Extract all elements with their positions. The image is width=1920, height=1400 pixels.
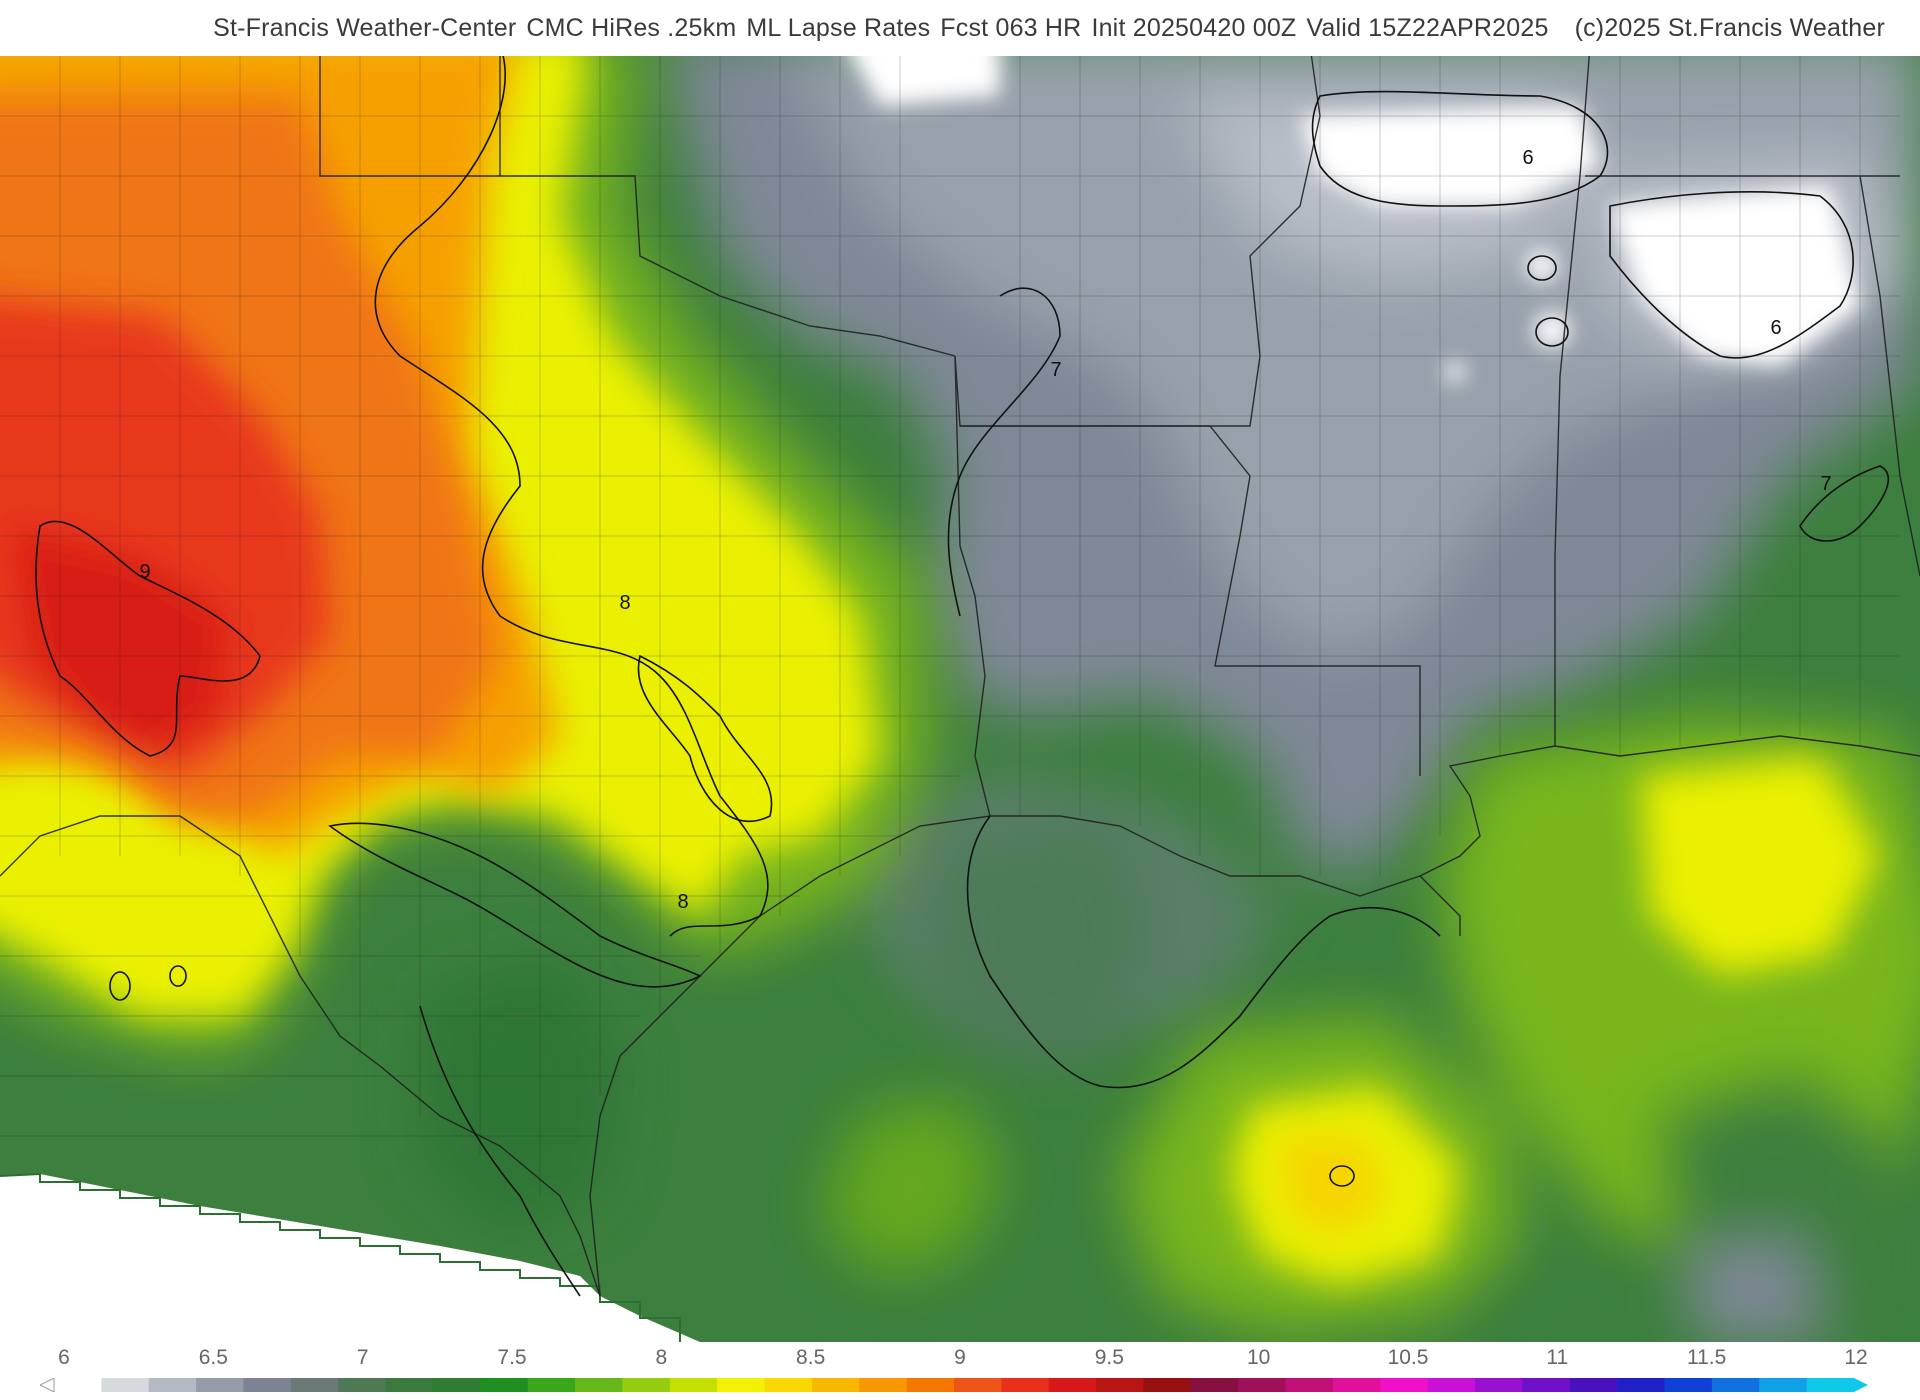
colorbar-strip — [40, 1378, 1868, 1392]
lapse-rate-map: 9 8 8 7 7 6 6 — [0, 56, 1920, 1342]
colorbar-tick-6: 6 — [58, 1346, 70, 1369]
contour-7-east-texas — [947, 287, 1061, 617]
colorbar-segment — [54, 1378, 102, 1392]
title-forecast-hour: Fcst 063 HR — [940, 13, 1082, 42]
colorbar-segment — [1569, 1378, 1618, 1392]
contour-8-north — [374, 56, 769, 937]
colorbar-min-arrow — [40, 1378, 55, 1392]
colorbar-segment — [717, 1378, 766, 1392]
colorbar-segment — [1475, 1378, 1524, 1392]
contour-misc-1 — [109, 971, 131, 1001]
colorbar-segment — [575, 1378, 624, 1392]
contour-7-south — [419, 1005, 581, 1297]
contour-label-9: 9 — [139, 561, 150, 583]
contour-9 — [35, 520, 261, 757]
colorbar-segment — [290, 1378, 339, 1392]
colorbar-segment — [1711, 1378, 1760, 1392]
colorbar-segment — [906, 1378, 955, 1392]
title-init: Init 20250420 00Z — [1091, 13, 1297, 42]
colorbar-tick-8: 8 — [655, 1346, 668, 1369]
title-valid: Valid 15Z22APR2025 — [1306, 13, 1549, 42]
colorbar-segment — [338, 1378, 387, 1392]
contours — [35, 56, 1890, 1297]
colorbar-tick-11.5: 11.5 — [1686, 1346, 1727, 1369]
colorbar-segment — [1238, 1378, 1287, 1392]
contour-6-cell-2 — [1535, 317, 1569, 347]
colorbar-segment — [1806, 1378, 1855, 1392]
shaded-field — [0, 56, 1920, 1342]
colorbar-segment — [196, 1378, 245, 1392]
contour-6-cell-1 — [1527, 255, 1557, 281]
colorbar-segment — [1190, 1378, 1239, 1392]
contour-9-cell — [1329, 1165, 1355, 1187]
colorbar-segment — [1759, 1378, 1808, 1392]
colorbar-tick-10.5: 10.5 — [1387, 1346, 1429, 1369]
contour-6-north — [1311, 90, 1609, 207]
contour-label-6-east: 6 — [1770, 317, 1781, 339]
contour-labels: 9 8 8 7 7 6 6 — [139, 147, 1831, 913]
colorbar-segment — [1096, 1378, 1145, 1392]
colorbar-tick-11: 11 — [1546, 1346, 1569, 1369]
colorbar-segment — [622, 1378, 671, 1392]
colorbar-tick-10: 10 — [1246, 1346, 1271, 1369]
colorbar-segment — [148, 1378, 197, 1392]
state-boundaries — [0, 56, 1920, 1297]
colorbar-tick-7: 7 — [356, 1346, 369, 1369]
colorbar-segment — [1001, 1378, 1050, 1392]
colorbar-segment — [1522, 1378, 1571, 1392]
color-scale: 6 6.5 7 7.5 8 8.5 9 9.5 10 10.5 11 11.5 12 — [0, 1342, 1920, 1400]
colorbar-segment — [1285, 1378, 1334, 1392]
colorbar-segment — [1664, 1378, 1713, 1392]
colorbar-segment — [1048, 1378, 1097, 1392]
colorbar-tick-8.5: 8.5 — [796, 1346, 826, 1369]
contour-label-7-alabama: 7 — [1820, 473, 1831, 495]
map-canvas: 9 8 8 7 7 6 6 — [0, 56, 1920, 1342]
colorbar-tick-12: 12 — [1844, 1346, 1868, 1369]
contour-label-6-north: 6 — [1522, 147, 1533, 169]
contour-6-east — [1609, 191, 1854, 359]
title-source: St-Francis Weather-Center — [213, 13, 517, 42]
title-model: CMC HiRes .25km — [526, 13, 737, 42]
colorbar-segment — [101, 1378, 150, 1392]
contour-label-8-north: 8 — [619, 592, 630, 614]
colorbar-segment — [811, 1378, 860, 1392]
contour-8-south — [328, 822, 702, 988]
contour-label-8-south: 8 — [677, 891, 688, 913]
contour-label-7-east-texas: 7 — [1050, 359, 1061, 381]
colorbar-segment — [669, 1378, 718, 1392]
county-lines — [0, 56, 1900, 1196]
colorbar-segment — [243, 1378, 292, 1392]
colorbar-tick-9.5: 9.5 — [1094, 1346, 1124, 1369]
colorbar-segment — [1143, 1378, 1192, 1392]
contour-7-gulf — [966, 815, 1441, 1089]
colorbar-segment — [1332, 1378, 1381, 1392]
contour-8-inner — [637, 654, 773, 823]
colorbar-segment — [1380, 1378, 1429, 1392]
colorbar-segment — [764, 1378, 813, 1392]
colorbar-segment — [1427, 1378, 1476, 1392]
colorbar-segment — [385, 1378, 434, 1392]
title-parameter: ML Lapse Rates — [746, 13, 931, 42]
colorbar-tick-7.5: 7.5 — [497, 1346, 527, 1369]
colorbar-segment — [527, 1378, 576, 1392]
colorbar-segment — [432, 1378, 481, 1392]
colorbar-tick-6.5: 6.5 — [198, 1346, 228, 1369]
colorbar-segment — [954, 1378, 1002, 1392]
contour-7-alabama — [1799, 465, 1890, 542]
colorbar-segment — [1617, 1378, 1666, 1392]
map-title: St-Francis Weather-Center CMC HiRes .25k… — [0, 0, 1920, 56]
colorbar-tick-9: 9 — [954, 1346, 966, 1369]
contour-misc-2 — [169, 965, 187, 987]
colorbar-max-arrow — [1854, 1378, 1868, 1392]
title-copyright: (c)2025 St.Francis Weather — [1574, 13, 1885, 42]
colorbar-segment — [859, 1378, 908, 1392]
colorbar-segment — [480, 1378, 529, 1392]
